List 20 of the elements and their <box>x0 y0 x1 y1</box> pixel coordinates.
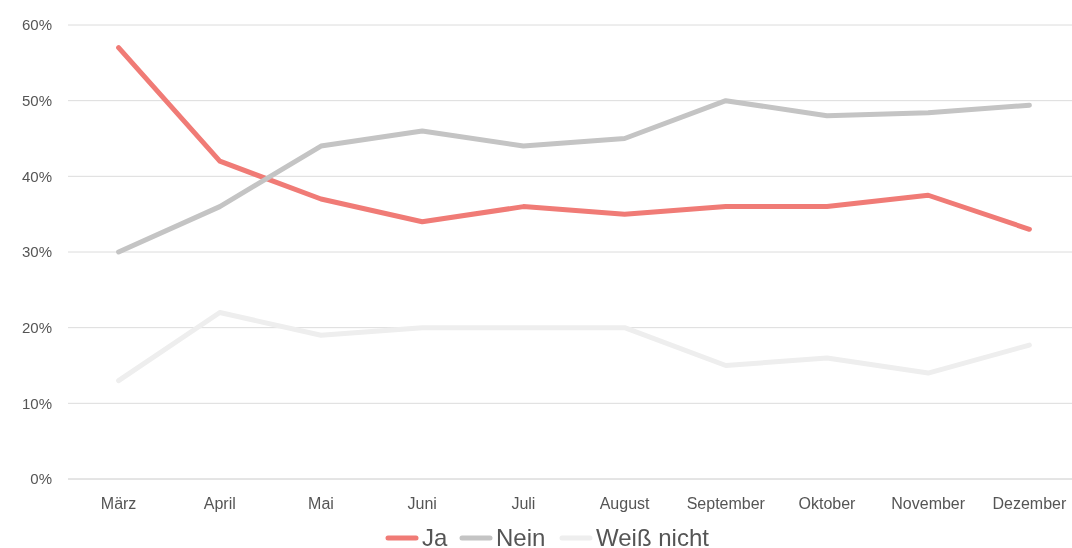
y-tick-label: 50% <box>21 91 52 109</box>
y-tick-label: 0% <box>30 470 52 488</box>
y-tick-label: 60% <box>21 16 52 34</box>
legend-label: Nein <box>496 524 546 548</box>
x-tick-label: Oktober <box>798 495 857 512</box>
x-tick-label: Juli <box>511 495 536 512</box>
y-tick-label: 30% <box>21 243 52 261</box>
x-tick-label: Mai <box>308 495 334 512</box>
y-tick-label: 40% <box>21 167 52 185</box>
x-tick-label: März <box>100 495 137 512</box>
x-tick-label: Juni <box>407 495 437 512</box>
x-tick-label: September <box>686 495 766 512</box>
y-tick-label: 10% <box>21 394 52 412</box>
x-tick-label: Dezember <box>992 495 1067 512</box>
x-tick-label: November <box>891 495 966 512</box>
x-tick-label: August <box>599 495 651 512</box>
y-tick-label: 20% <box>21 318 52 336</box>
legend-label: Ja <box>422 524 448 548</box>
x-tick-label: April <box>203 495 236 512</box>
legend-label: Weiß nicht <box>596 524 710 548</box>
